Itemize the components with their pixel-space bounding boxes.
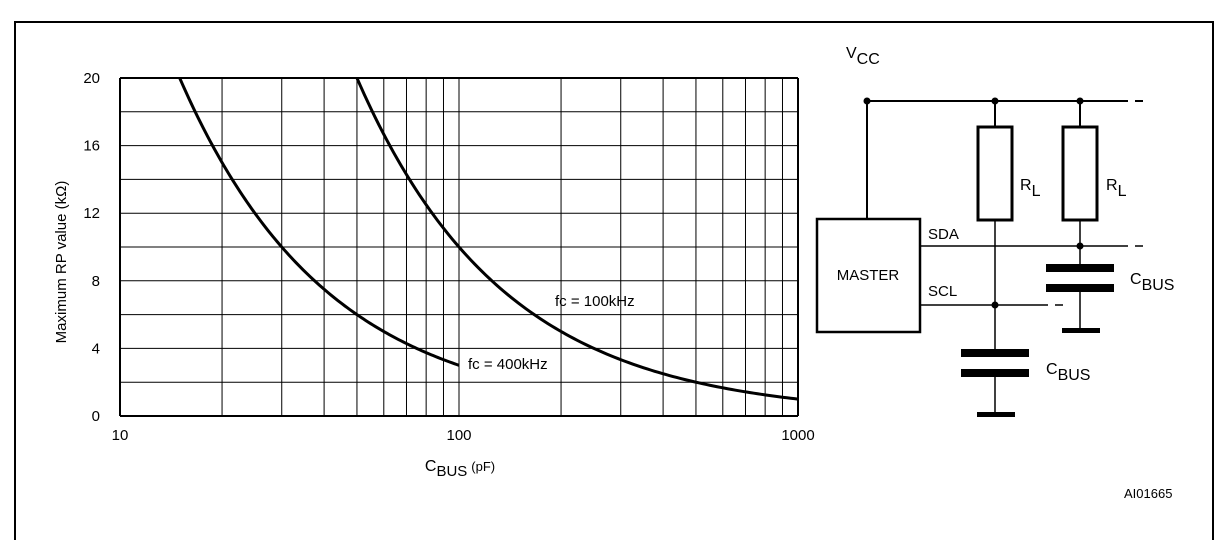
- ground-scl: [977, 412, 1015, 417]
- ground-sda: [1062, 328, 1100, 333]
- scl-label: SCL: [928, 283, 957, 300]
- y-tick-label: 0: [92, 408, 100, 425]
- resistor-2: [1061, 125, 1099, 222]
- series-label-400khz: fc = 400kHz: [468, 356, 548, 373]
- y-tick-labels: 0 4 8 12 16 20: [83, 70, 100, 425]
- y-tick-label: 8: [92, 273, 100, 290]
- y-tick-label: 4: [92, 340, 100, 357]
- x-tick-label: 100: [446, 427, 471, 444]
- cap-sda-plate-bottom: [1046, 284, 1114, 292]
- resistor-1: [976, 125, 1014, 222]
- x-tick-label: 10: [112, 427, 129, 444]
- schematic: VCC MASTER SDA SCL RL RL: [815, 45, 1174, 417]
- figure-id-label: AI01665: [1124, 486, 1172, 501]
- cap-sda-plate-top: [1046, 264, 1114, 272]
- x-tick-labels: 10 100 1000: [112, 427, 815, 444]
- y-tick-label: 20: [83, 70, 100, 87]
- series-label-100khz: fc = 100kHz: [555, 293, 635, 310]
- series-line-0: [178, 77, 460, 367]
- cap-scl-plate-bottom: [961, 369, 1029, 377]
- master-label: MASTER: [837, 267, 900, 284]
- cbus-scl-label: CBUS: [1046, 361, 1090, 384]
- vcc-label: VCC: [846, 45, 880, 68]
- chart-series: [178, 77, 799, 401]
- master-block: [815, 217, 922, 334]
- sda-label: SDA: [928, 226, 959, 243]
- x-tick-label: 1000: [781, 427, 814, 444]
- cap-scl-plate-top: [961, 349, 1029, 357]
- y-tick-label: 16: [83, 138, 100, 155]
- y-axis-label: Maximum RP value (kΩ): [53, 181, 70, 344]
- y-tick-label: 12: [83, 205, 100, 222]
- resistor-2-label: RL: [1106, 177, 1127, 200]
- series-line-1: [355, 77, 799, 401]
- resistor-1-label: RL: [1020, 177, 1041, 200]
- chart: 0 4 8 12 16 20 10 100 1000 fc = 100kHz fc = 400…: [53, 70, 815, 480]
- x-axis-label: CBUS (pF): [425, 458, 495, 480]
- cbus-sda-label: CBUS: [1130, 271, 1174, 294]
